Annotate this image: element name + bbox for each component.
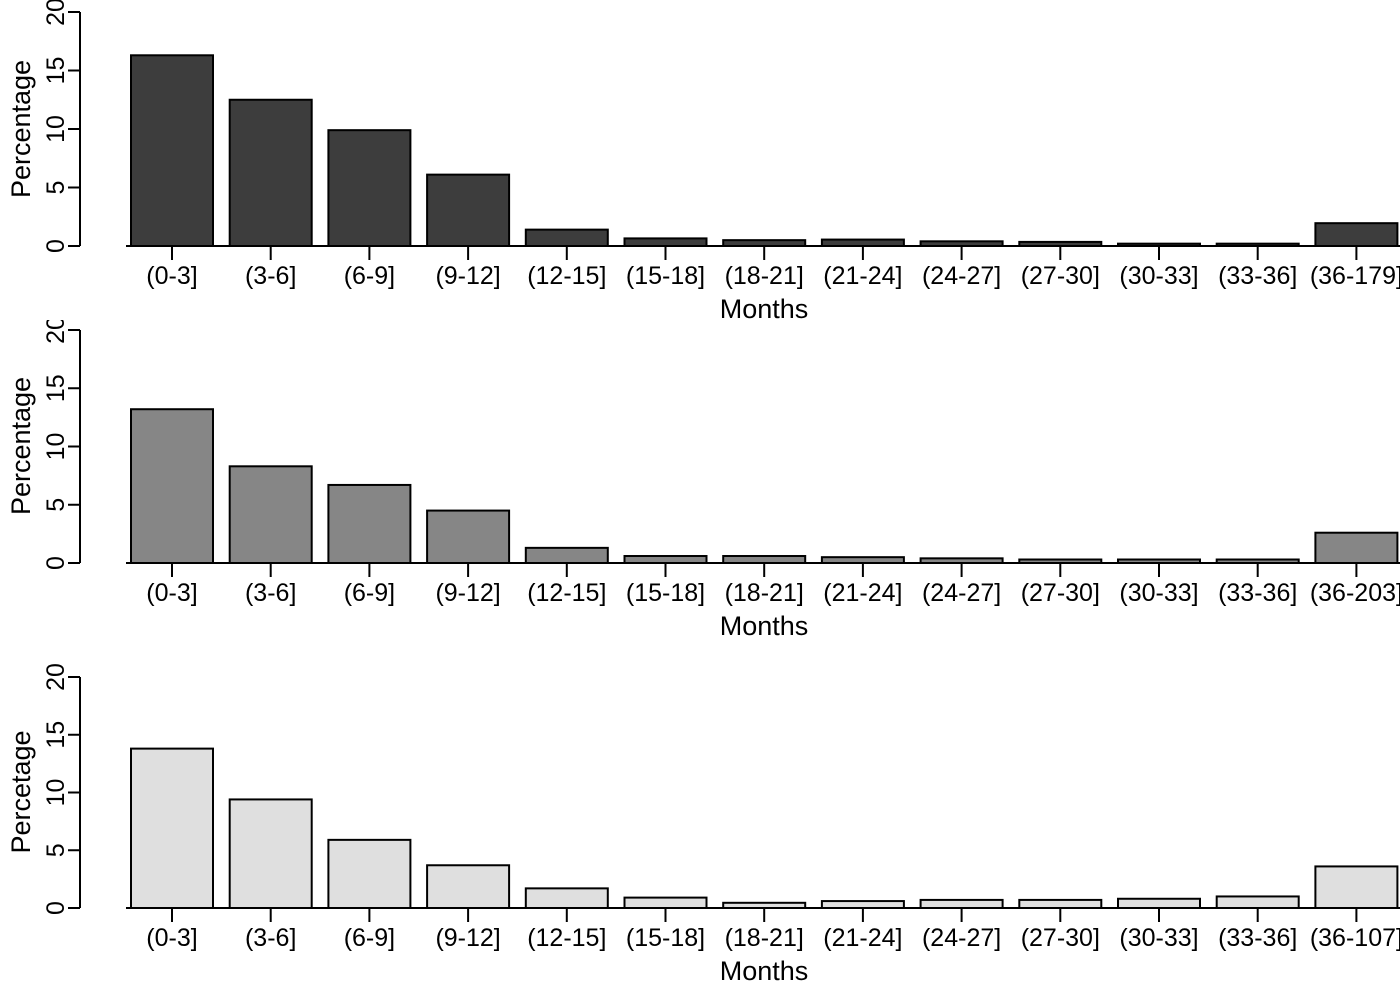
x-tick-label: (3-6] — [245, 924, 296, 952]
x-axis-label: Months — [720, 956, 809, 985]
bar — [623, 237, 708, 248]
bar — [327, 838, 412, 909]
bar — [1117, 897, 1201, 910]
y-tick-label: 20 — [42, 0, 70, 26]
x-axis-label: Months — [720, 611, 809, 640]
y-tick-label: 15 — [42, 721, 70, 749]
x-tick-label: (24-27] — [922, 924, 1001, 952]
bar — [623, 555, 708, 564]
bar — [1018, 898, 1103, 910]
y-tick-label: 0 — [42, 901, 70, 915]
x-tick-label: (24-27] — [922, 262, 1001, 290]
y-tick-label: 10 — [42, 115, 70, 143]
x-tick-label: (21-24] — [823, 262, 902, 290]
y-tick-label: 5 — [42, 843, 70, 857]
x-tick-label: (21-24] — [823, 924, 902, 952]
bar — [426, 864, 511, 909]
x-tick-label: (33-36] — [1218, 579, 1297, 607]
plot-area: 0 5 10 15 20 (0-3] (3-6] (6-9] (9-12] (12-15] (15-… — [42, 320, 1400, 607]
barplot-bottom-svg: Percetage 0 5 10 15 20 (0-3] (3-6] (6-9] (9-12] (… — [6, 663, 1400, 985]
x-tick-label: (33-36] — [1218, 924, 1297, 952]
x-tick-label: (18-21] — [725, 262, 804, 290]
y-tick-label: 0 — [42, 239, 70, 253]
x-tick-label: (36-107] — [1310, 924, 1400, 952]
x-tick-label: (30-33] — [1119, 579, 1198, 607]
x-tick-label: (15-18] — [626, 924, 705, 952]
x-tick-label: (21-24] — [823, 579, 902, 607]
bar — [1314, 222, 1399, 247]
bar — [426, 173, 511, 248]
bar — [524, 887, 609, 910]
x-tick-label: (9-12] — [435, 262, 500, 290]
bar — [623, 896, 708, 910]
barplot-middle-svg: Percentage 0 5 10 15 20 (0-3] (3-6] (6-9] (9-12]… — [6, 320, 1400, 640]
bar — [228, 465, 313, 564]
barplot-panel-bottom: Percetage 0 5 10 15 20 (0-3] (3-6] (6-9] (9-12] (… — [0, 640, 1400, 985]
bar — [228, 798, 313, 909]
x-tick-label: (15-18] — [626, 579, 705, 607]
bar — [524, 546, 609, 564]
x-tick-label: (6-9] — [344, 262, 395, 290]
y-tick-label: 5 — [42, 498, 70, 512]
x-tick-label: (30-33] — [1119, 262, 1198, 290]
y-tick-label: 20 — [42, 663, 70, 691]
y-tick-label: 10 — [42, 779, 70, 807]
bar — [228, 98, 313, 247]
x-tick-label: (24-27] — [922, 579, 1001, 607]
x-tick-label: (9-12] — [435, 924, 500, 952]
x-tick-label: (0-3] — [146, 579, 197, 607]
barplot-panel-top: Percentage 0 5 10 15 20 (0-3] (3-6] (6-9] (9-12]… — [0, 0, 1400, 320]
bar — [327, 483, 412, 565]
x-tick-label: (12-15] — [527, 579, 606, 607]
barplot-panel-middle: Percentage 0 5 10 15 20 (0-3] (3-6] (6-9] (9-12]… — [0, 320, 1400, 640]
y-tick-label: 20 — [42, 320, 70, 344]
bar — [130, 408, 214, 564]
y-tick-label: 15 — [42, 57, 70, 85]
x-tick-label: (9-12] — [435, 579, 500, 607]
plot-area: 0 5 10 15 20 (0-3] (3-6] (6-9] (9-12] (12-15] (15-… — [42, 0, 1400, 290]
x-tick-label: (0-3] — [146, 262, 197, 290]
x-tick-label: (15-18] — [626, 262, 705, 290]
x-tick-label: (27-30] — [1021, 924, 1100, 952]
bar — [1314, 865, 1399, 909]
y-axis-label: Percentage — [6, 377, 36, 515]
bar — [722, 555, 807, 564]
x-tick-label: (3-6] — [245, 579, 296, 607]
bar — [524, 228, 609, 247]
plot-area: 0 5 10 15 20 (0-3] (3-6] (6-9] (9-12] (12-15] (15-… — [42, 663, 1400, 952]
x-tick-label: (12-15] — [527, 262, 606, 290]
x-tick-label: (18-21] — [725, 579, 804, 607]
bar — [130, 747, 214, 909]
bar — [426, 509, 511, 564]
bar — [1314, 531, 1399, 565]
x-tick-label: (27-30] — [1021, 579, 1100, 607]
x-tick-label: (6-9] — [344, 579, 395, 607]
x-axis-label: Months — [720, 294, 809, 320]
x-tick-label: (0-3] — [146, 924, 197, 952]
x-tick-label: (33-36] — [1218, 262, 1297, 290]
y-tick-label: 15 — [42, 374, 70, 402]
x-tick-label: (36-203] — [1310, 579, 1400, 607]
x-tick-label: (18-21] — [725, 924, 804, 952]
x-tick-label: (36-179] — [1310, 262, 1400, 290]
x-tick-label: (27-30] — [1021, 262, 1100, 290]
x-tick-label: (30-33] — [1119, 924, 1198, 952]
y-axis-label: Percetage — [6, 730, 36, 853]
bar — [130, 54, 214, 248]
x-tick-label: (3-6] — [245, 262, 296, 290]
x-tick-label: (6-9] — [344, 924, 395, 952]
y-tick-label: 0 — [42, 556, 70, 570]
bar — [327, 129, 412, 247]
y-tick-label: 5 — [42, 181, 70, 195]
bar — [820, 900, 905, 910]
y-tick-label: 10 — [42, 433, 70, 461]
barplot-top-svg: Percentage 0 5 10 15 20 (0-3] (3-6] (6-9] (9-12]… — [6, 0, 1400, 320]
x-tick-label: (12-15] — [527, 924, 606, 952]
bar — [919, 898, 1004, 910]
y-axis-label: Percentage — [6, 60, 36, 198]
bar — [1215, 895, 1300, 910]
